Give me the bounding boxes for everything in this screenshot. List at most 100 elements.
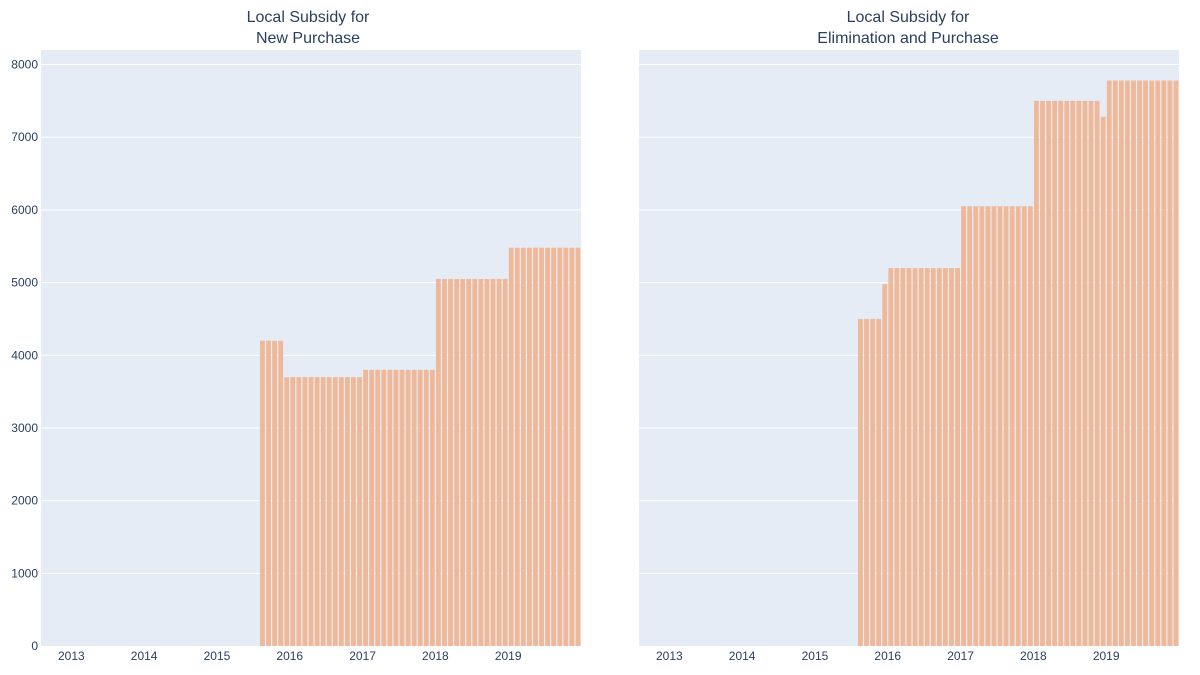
y-tick-label: 8000 [11, 58, 38, 72]
bar [1161, 80, 1167, 646]
bar [888, 268, 894, 646]
bar [338, 377, 344, 646]
bar [864, 318, 869, 646]
y-tick-label: 0 [31, 639, 38, 653]
x-tick-label: 2018 [422, 649, 449, 663]
bar [308, 377, 314, 646]
bar [435, 278, 441, 646]
bar [973, 206, 979, 646]
bar [557, 247, 563, 646]
bar [918, 268, 924, 646]
bar [1003, 206, 1009, 646]
bar [502, 278, 508, 646]
bar [1137, 80, 1142, 646]
y-tick-label: 5000 [11, 276, 38, 290]
bar [369, 369, 375, 646]
chart-title-line: Elimination and Purchase [817, 30, 999, 47]
bar [527, 247, 532, 646]
bar [575, 247, 581, 646]
x-tick-label: 2019 [495, 649, 522, 663]
bar [955, 268, 960, 646]
bar [1100, 116, 1106, 647]
bar [448, 278, 453, 646]
bar [466, 278, 472, 646]
x-tick-label: 2015 [802, 649, 829, 663]
y-tick-label: 7000 [11, 130, 38, 144]
x-tick-label: 2015 [204, 649, 231, 663]
chart-title-line: Local Subsidy for [247, 9, 370, 26]
bar [1046, 100, 1051, 646]
bar [569, 247, 575, 646]
bar [533, 247, 538, 646]
bar [260, 340, 265, 646]
bar [363, 369, 369, 646]
bar [936, 268, 942, 646]
bar [1009, 206, 1015, 646]
bar [314, 377, 320, 646]
bar [1064, 100, 1070, 646]
bar [478, 278, 484, 646]
bar [472, 278, 478, 646]
bar [858, 318, 863, 646]
bar [979, 206, 985, 646]
bar [423, 369, 429, 646]
bar [272, 340, 278, 646]
bar [278, 340, 284, 646]
bar [387, 369, 393, 646]
bar [496, 278, 502, 646]
bar [442, 278, 447, 646]
bar [1015, 206, 1021, 646]
bar [1118, 80, 1124, 646]
bar [520, 247, 526, 646]
bar [930, 268, 936, 646]
x-tick-label: 2017 [349, 649, 376, 663]
bar [545, 247, 551, 646]
y-tick-label: 3000 [11, 421, 38, 435]
bar [417, 369, 423, 646]
x-tick-label: 2013 [58, 649, 85, 663]
bar [351, 377, 356, 646]
bar [484, 278, 490, 646]
bar [1125, 80, 1130, 646]
bar [967, 206, 973, 646]
chart-title-line: Local Subsidy for [847, 9, 970, 26]
bar [900, 268, 906, 646]
bar [393, 369, 399, 646]
x-tick-label: 2014 [729, 649, 756, 663]
bar [870, 318, 876, 646]
bar [460, 278, 466, 646]
y-tick-label: 2000 [11, 494, 38, 508]
bar [411, 369, 417, 646]
bar [1094, 100, 1100, 646]
bar [1076, 100, 1082, 646]
bar [985, 206, 991, 646]
bar [399, 369, 405, 646]
bar [1112, 80, 1118, 646]
bar [296, 377, 302, 646]
bar [1070, 100, 1076, 646]
y-tick-label: 1000 [11, 566, 38, 580]
bar [1052, 100, 1058, 646]
y-tick-label: 6000 [11, 203, 38, 217]
x-tick-label: 2019 [1093, 649, 1120, 663]
bar [906, 268, 912, 646]
x-tick-label: 2013 [656, 649, 683, 663]
bar [1155, 80, 1161, 646]
bar [1173, 80, 1179, 646]
bar [284, 377, 290, 646]
bar [1082, 100, 1088, 646]
bar [1088, 100, 1094, 646]
x-tick-label: 2018 [1020, 649, 1047, 663]
bar [539, 247, 544, 646]
bar [326, 377, 332, 646]
bar [961, 206, 967, 646]
bar [357, 377, 362, 646]
bar [405, 369, 411, 646]
x-tick-label: 2014 [131, 649, 158, 663]
bar [290, 377, 296, 646]
bar [997, 206, 1003, 646]
bar [344, 377, 350, 646]
bar [1027, 206, 1033, 646]
bar [991, 206, 997, 646]
